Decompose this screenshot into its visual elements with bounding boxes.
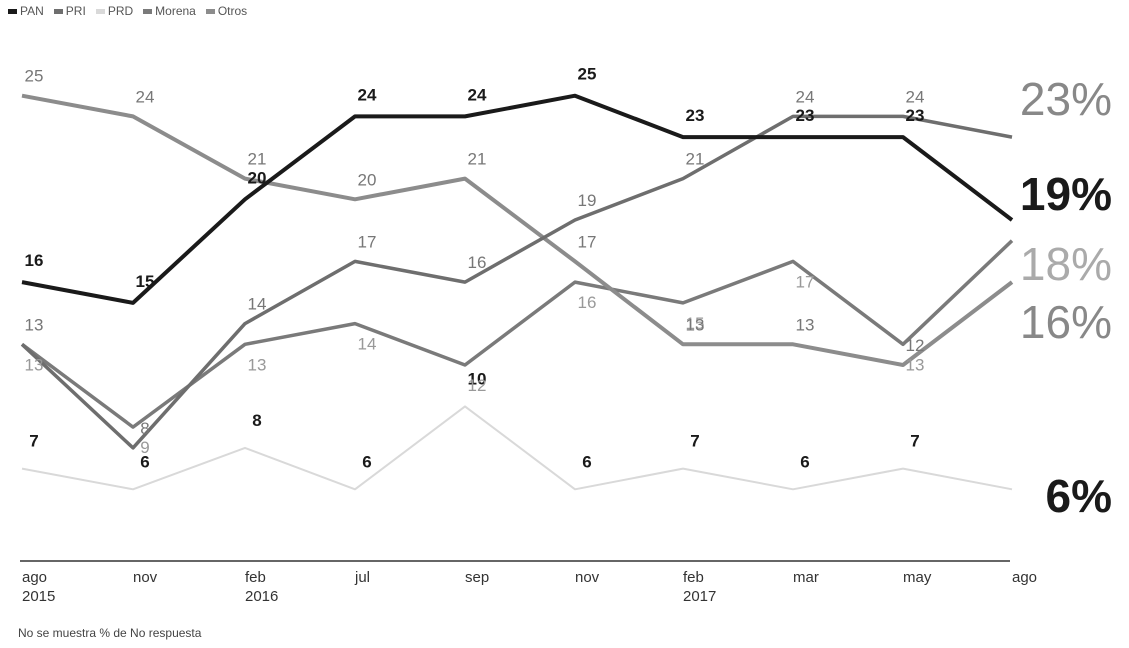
series-line-prd bbox=[21, 405, 1013, 491]
end-label-morena: 18% bbox=[1020, 238, 1112, 290]
data-label-prd: 7 bbox=[910, 432, 919, 451]
x-tick-labels: ago 2015 nov feb 2016 jul sep nov feb 2017 mar may a… bbox=[22, 569, 1037, 605]
legend-label: PRI bbox=[65, 4, 86, 18]
data-label-otros: 21 bbox=[468, 150, 487, 169]
data-label-pan: 16 bbox=[25, 251, 44, 270]
legend-item-prd: PRD bbox=[95, 4, 134, 18]
data-label-prd: 6 bbox=[800, 452, 809, 471]
data-label-otros: 17 bbox=[578, 232, 597, 251]
legend-item-morena: Morena bbox=[143, 4, 196, 18]
data-label-otros: 12 bbox=[906, 336, 925, 355]
data-label-prd: 8 bbox=[252, 411, 261, 430]
data-label-pan: 23 bbox=[686, 106, 705, 125]
x-tick-label: nov bbox=[575, 569, 600, 586]
data-label-prd: 6 bbox=[140, 452, 149, 471]
end-label-prd: 6% bbox=[1046, 470, 1112, 522]
data-label-otros: 20 bbox=[358, 170, 377, 189]
end-label-otros: 16% bbox=[1020, 296, 1112, 348]
end-label-pri: 23% bbox=[1020, 73, 1112, 125]
x-tick-label: feb bbox=[245, 569, 266, 586]
legend-item-pri: PRI bbox=[53, 4, 86, 18]
legend-item-pan: PAN bbox=[8, 4, 44, 18]
x-tick-label: jul bbox=[354, 569, 370, 586]
x-tick-label: ago bbox=[22, 569, 47, 586]
data-label-pan: 23 bbox=[796, 106, 815, 125]
data-label-otros: 13 bbox=[686, 315, 705, 334]
data-label-otros: 25 bbox=[25, 67, 44, 86]
data-label-morena: 13 bbox=[25, 355, 44, 374]
x-tick-label: mar bbox=[793, 569, 819, 586]
data-label-morena: 13 bbox=[906, 355, 925, 374]
footnote: No se muestra % de No respuesta bbox=[18, 626, 202, 640]
data-label-pri: 21 bbox=[686, 150, 705, 169]
data-label-pri: 14 bbox=[248, 295, 267, 314]
data-labels: 7686106767139131412161517132524212021171… bbox=[25, 65, 925, 472]
data-label-morena: 14 bbox=[358, 335, 377, 354]
series-line-otros bbox=[21, 93, 1014, 367]
data-label-pri: 17 bbox=[358, 232, 377, 251]
data-label-pri: 16 bbox=[468, 253, 487, 272]
data-label-prd: 6 bbox=[362, 452, 371, 471]
data-label-morena: 15 bbox=[686, 314, 705, 333]
x-tick-label: 2015 bbox=[22, 588, 55, 605]
data-label-otros: 24 bbox=[136, 87, 155, 106]
data-label-pan: 24 bbox=[468, 85, 487, 104]
legend-label: PRD bbox=[107, 4, 134, 18]
data-label-pri: 19 bbox=[578, 191, 597, 210]
data-label-morena: 12 bbox=[468, 376, 487, 395]
legend-label: Morena bbox=[155, 4, 196, 18]
series-line-pan bbox=[21, 93, 1014, 305]
data-label-otros: 13 bbox=[796, 315, 815, 334]
x-tick-label: may bbox=[903, 569, 932, 586]
data-label-morena: 17 bbox=[796, 272, 815, 291]
x-tick-label: sep bbox=[465, 569, 489, 586]
data-label-prd: 10 bbox=[468, 369, 487, 388]
x-tick-label: 2017 bbox=[683, 588, 716, 605]
data-label-prd: 6 bbox=[582, 452, 591, 471]
data-label-morena: 9 bbox=[140, 438, 149, 457]
data-label-pan: 15 bbox=[136, 272, 155, 291]
x-tick-label: nov bbox=[133, 569, 158, 586]
data-label-pan: 23 bbox=[906, 106, 925, 125]
data-label-morena: 13 bbox=[248, 355, 267, 374]
x-tick-label: 2016 bbox=[245, 588, 278, 605]
x-tick-label: ago bbox=[1012, 569, 1037, 586]
data-label-pri: 8 bbox=[140, 419, 149, 438]
legend-label: Otros bbox=[217, 4, 248, 18]
data-label-prd: 7 bbox=[690, 432, 699, 451]
data-label-pan: 25 bbox=[578, 65, 597, 84]
data-label-morena: 16 bbox=[578, 293, 597, 312]
data-label-otros: 21 bbox=[248, 150, 267, 169]
series-line-pri bbox=[20, 114, 1013, 450]
data-label-prd: 7 bbox=[29, 432, 38, 451]
x-tick-label: feb bbox=[683, 569, 704, 586]
legend-label: PAN bbox=[20, 4, 44, 18]
series-lines bbox=[20, 93, 1014, 491]
data-label-pan: 20 bbox=[248, 168, 267, 187]
data-label-pan: 24 bbox=[358, 85, 377, 104]
end-label-pan: 19% bbox=[1020, 168, 1112, 220]
end-labels: 6% 18% 16% 23% 19% bbox=[1020, 73, 1112, 522]
chart-legend: PAN PRI PRD Morena Otros bbox=[8, 4, 247, 18]
data-label-pri: 24 bbox=[906, 87, 925, 106]
data-label-pri: 13 bbox=[25, 315, 44, 334]
legend-item-otros: Otros bbox=[205, 4, 248, 18]
data-label-pri: 24 bbox=[796, 87, 815, 106]
